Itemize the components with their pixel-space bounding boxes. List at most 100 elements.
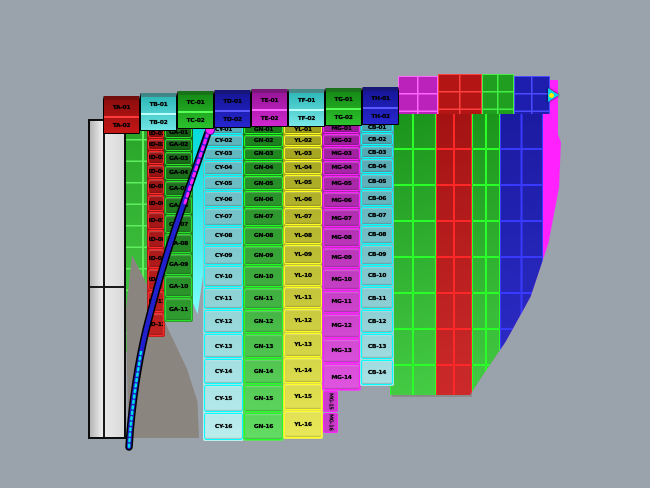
- panel-cell[interactable]: RD-09: [148, 249, 164, 269]
- panel-cell[interactable]: TG-02: [326, 107, 361, 126]
- panel-cell[interactable]: YL-12: [284, 309, 322, 332]
- panel-cell[interactable]: TA-01: [104, 100, 139, 116]
- panel-cell[interactable]: YL-06: [284, 191, 322, 207]
- panel-cell[interactable]: RD-04: [148, 164, 164, 179]
- cyan-column[interactable]: CY-01 CY-02 CY-03 CY-04 CY-05 CY-06 CY-07 CY-08…: [203, 123, 244, 441]
- panel-cell[interactable]: GN-08: [244, 226, 283, 245]
- green-column[interactable]: GN-01 GN-02 GN-03 GN-04 GN-05 GN-06 GN-07 GN-08…: [243, 123, 284, 441]
- panel-cell[interactable]: TA-02: [104, 115, 139, 134]
- panel-cell[interactable]: RD-03: [148, 151, 164, 164]
- panel-cell[interactable]: RD-05: [148, 179, 164, 195]
- panel-cell[interactable]: MG-15: [323, 391, 338, 412]
- panel-cell[interactable]: GN-09: [244, 245, 283, 266]
- panel-cell[interactable]: MG-02: [323, 134, 360, 147]
- panel-cell[interactable]: YL-08: [284, 225, 322, 245]
- panel-cell[interactable]: MG-05: [323, 175, 360, 192]
- panel-cell[interactable]: YL-15: [284, 383, 322, 410]
- panel-cell[interactable]: CY-12: [204, 310, 243, 334]
- panel-cell[interactable]: MG-07: [323, 209, 360, 228]
- panel-cell[interactable]: GA-09: [165, 254, 192, 275]
- panel-cell[interactable]: TG-01: [326, 92, 361, 108]
- bowl-green-column[interactable]: [390, 114, 437, 395]
- panel-cell[interactable]: TH-02: [363, 106, 398, 125]
- panel-cell[interactable]: CY-13: [204, 334, 243, 359]
- panel-cell[interactable]: CB-11: [361, 287, 393, 310]
- panel-cell[interactable]: RD-11: [148, 290, 164, 313]
- panel-cell[interactable]: CY-11: [204, 287, 243, 310]
- panel-cell[interactable]: CB-04: [361, 159, 393, 174]
- panel-cell[interactable]: GN-13: [244, 334, 283, 359]
- panel-cell[interactable]: TC-02: [178, 110, 213, 129]
- magenta-block[interactable]: TE-01 TE-02: [251, 89, 288, 127]
- panel-cell[interactable]: MG-13: [323, 338, 360, 364]
- blue-block[interactable]: TH-01 TH-02: [362, 87, 399, 125]
- panel-cell[interactable]: TD-01: [215, 94, 250, 110]
- panel-cell[interactable]: GN-06: [244, 191, 283, 208]
- panel-cell[interactable]: CY-14: [204, 359, 243, 385]
- red-column[interactable]: RD-01RD-02RD-03RD-04RD-05RD-06RD-07RD-08…: [147, 127, 165, 337]
- magenta-column[interactable]: MG-01 MG-02 MG-03 MG-04 MG-05 MG-06 MG-07 MG-08…: [322, 122, 361, 391]
- cyan-block[interactable]: TF-01 TF-02: [288, 89, 325, 127]
- panel-cell[interactable]: TE-02: [252, 108, 287, 127]
- panel-cell[interactable]: GN-10: [244, 266, 283, 287]
- panel-cell[interactable]: TF-02: [289, 108, 324, 127]
- panel-cell[interactable]: GN-11: [244, 287, 283, 310]
- panel-cell[interactable]: TD-02: [215, 109, 250, 128]
- panel-cell[interactable]: MG-04: [323, 160, 360, 175]
- panel-cell[interactable]: TE-01: [252, 93, 287, 109]
- panel-cell[interactable]: RD-07: [148, 211, 164, 229]
- panel-cell[interactable]: CB-08: [361, 225, 393, 244]
- panel-cell[interactable]: YL-10: [284, 265, 322, 286]
- cyan-b-column[interactable]: CB-01 CB-02 CB-03 CB-04 CB-05 CB-06 CB-07 CB-08…: [360, 121, 394, 386]
- panel-cell[interactable]: YL-16: [284, 410, 322, 438]
- panel-cell[interactable]: CB-06: [361, 190, 393, 207]
- panel-cell[interactable]: CY-08: [204, 226, 243, 245]
- panel-cell[interactable]: GA-03: [165, 151, 192, 165]
- panel-cell[interactable]: YL-02: [284, 135, 322, 147]
- flat-slab-panel[interactable]: [88, 119, 126, 439]
- panel-cell[interactable]: CY-10: [204, 266, 243, 287]
- panel-cell[interactable]: CB-13: [361, 334, 393, 359]
- red-block[interactable]: TA-01 TA-02: [103, 96, 140, 134]
- green-block[interactable]: TG-01 TG-02: [325, 88, 362, 126]
- panel-cell[interactable]: GN-02: [244, 135, 283, 147]
- panel-cell[interactable]: MG-03: [323, 147, 360, 160]
- panel-cell[interactable]: YL-11: [284, 286, 322, 309]
- panel-cell[interactable]: CY-06: [204, 191, 243, 208]
- panel-cell[interactable]: GN-14: [244, 359, 283, 385]
- panel-cell[interactable]: RD-12: [148, 313, 164, 336]
- panel-cell[interactable]: CB-02: [361, 133, 393, 145]
- panel-cell[interactable]: GA-04: [165, 165, 192, 180]
- panel-cell[interactable]: TF-01: [289, 93, 324, 109]
- panel-cell[interactable]: CY-15: [204, 385, 243, 412]
- panel-cell[interactable]: MG-14: [323, 364, 360, 390]
- magenta-tail-column[interactable]: MG-15 MG-16: [322, 390, 339, 434]
- panel-cell[interactable]: MG-09: [323, 247, 360, 268]
- green-block[interactable]: TC-01 TC-02: [177, 91, 214, 129]
- panel-cell[interactable]: CB-07: [361, 207, 393, 225]
- direction-marker-icon[interactable]: [548, 88, 559, 102]
- panel-cell[interactable]: CY-04: [204, 161, 243, 175]
- panel-cell[interactable]: RD-02: [148, 139, 164, 151]
- bowl-red-column[interactable]: [436, 114, 472, 395]
- panel-cell[interactable]: GA-10: [165, 275, 192, 298]
- dark-green-column[interactable]: GA-01 GA-02 GA-03 GA-04 GA-05 GA-06 GA-07 GA-08…: [164, 126, 193, 322]
- panel-cell[interactable]: GN-15: [244, 385, 283, 412]
- panel-cell[interactable]: GA-08: [165, 234, 192, 254]
- panel-cell[interactable]: TC-01: [178, 95, 213, 111]
- panel-cell[interactable]: YL-07: [284, 207, 322, 225]
- panel-cell[interactable]: CB-10: [361, 265, 393, 287]
- panel-cell[interactable]: YL-05: [284, 175, 322, 191]
- panel-cell[interactable]: GN-05: [244, 175, 283, 191]
- panel-cell[interactable]: CY-07: [204, 208, 243, 226]
- panel-cell[interactable]: CY-09: [204, 245, 243, 266]
- panel-cell[interactable]: RD-08: [148, 229, 164, 249]
- panel-cell[interactable]: YL-13: [284, 332, 322, 357]
- panel-cell[interactable]: YL-03: [284, 147, 322, 160]
- panel-cell[interactable]: CY-05: [204, 175, 243, 191]
- panel-cell[interactable]: CB-14: [361, 359, 393, 385]
- panel-cell[interactable]: GN-12: [244, 310, 283, 334]
- panel-cell[interactable]: GA-07: [165, 215, 192, 234]
- panel-cell[interactable]: MG-12: [323, 314, 360, 338]
- panel-cell[interactable]: TH-01: [363, 91, 398, 107]
